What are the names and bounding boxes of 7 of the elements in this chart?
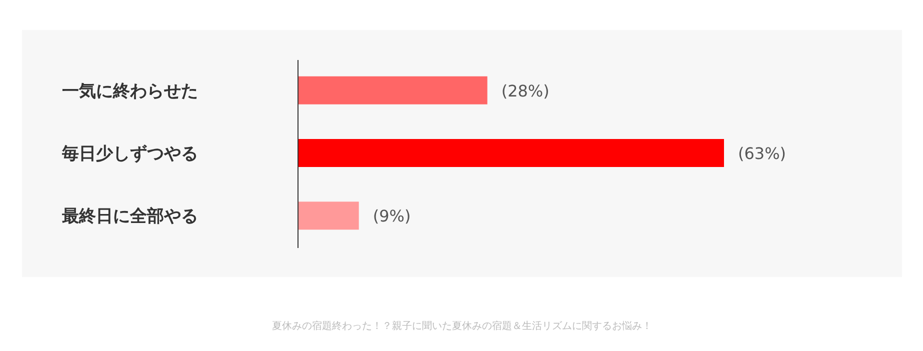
y-tick-label: 毎日少しずつやる xyxy=(61,144,198,164)
y-tick-label: 一気に終わらせた xyxy=(62,81,198,102)
y-tick-label: 最終日に全部やる xyxy=(61,206,198,227)
data-label: (28%) xyxy=(501,81,550,100)
data-label: (9%) xyxy=(372,206,411,226)
text: 夏休みの宿題終わった！？親子に聞いた夏休みの宿題＆生活リズムに関するお悩み！ xyxy=(272,320,652,332)
data-label: (63%) xyxy=(738,144,786,163)
